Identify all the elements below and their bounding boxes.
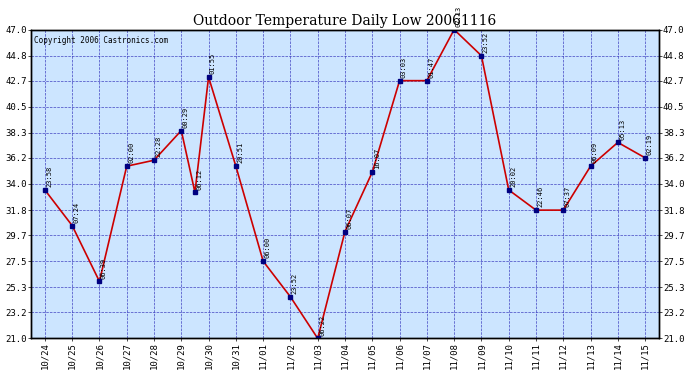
- Text: 06:07: 06:07: [346, 207, 353, 229]
- Text: 01:47: 01:47: [428, 57, 434, 78]
- Text: 20:51: 20:51: [237, 142, 244, 164]
- Text: 05:13: 05:13: [619, 118, 625, 140]
- Text: 02:19: 02:19: [647, 134, 653, 155]
- Text: 06:09: 06:09: [592, 142, 598, 164]
- Text: 07:37: 07:37: [564, 186, 571, 207]
- Title: Outdoor Temperature Daily Low 20061116: Outdoor Temperature Daily Low 20061116: [193, 14, 497, 28]
- Text: 22:46: 22:46: [538, 186, 544, 207]
- Text: 02:00: 02:00: [128, 142, 134, 164]
- Text: 06:39: 06:39: [101, 257, 107, 279]
- Text: 23:52: 23:52: [292, 273, 298, 294]
- Text: Copyright 2006 Castronics.com: Copyright 2006 Castronics.com: [34, 36, 168, 45]
- Text: 20:02: 20:02: [510, 166, 516, 187]
- Text: 06:22: 06:22: [319, 314, 325, 336]
- Text: 23:58: 23:58: [46, 166, 52, 187]
- Text: 07:24: 07:24: [74, 201, 79, 223]
- Text: 00:29: 00:29: [183, 106, 188, 128]
- Text: 16:07: 16:07: [374, 148, 380, 170]
- Text: 23:52: 23:52: [483, 32, 489, 53]
- Text: 22:28: 22:28: [155, 136, 161, 158]
- Text: 06:00: 06:00: [264, 237, 270, 258]
- Text: 01:55: 01:55: [210, 53, 216, 74]
- Text: 06:12: 06:12: [197, 168, 202, 189]
- Text: 03:03: 03:03: [401, 57, 407, 78]
- Text: 07:13: 07:13: [455, 6, 462, 27]
